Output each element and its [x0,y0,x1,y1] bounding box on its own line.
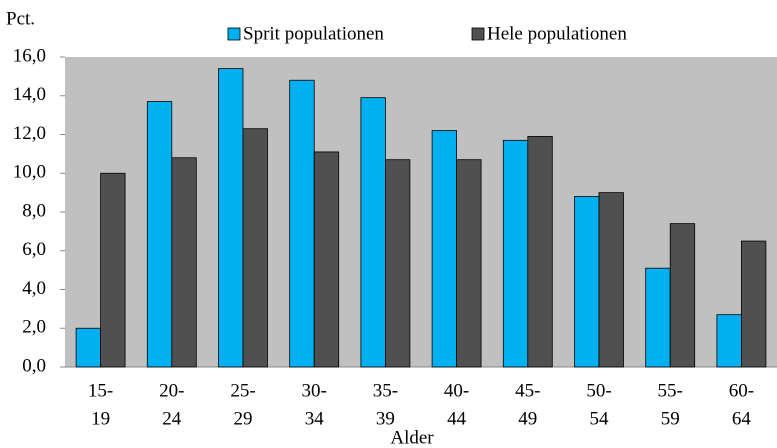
x-tick-label: 64 [732,408,752,429]
bar [527,136,553,368]
x-tick-label: 49 [518,408,537,429]
y-tick-label: 0,0 [22,355,46,376]
bar [384,159,411,368]
legend-swatch [227,27,241,41]
bar [218,68,244,368]
y-tick-label: 4,0 [22,278,46,299]
bar [242,128,268,368]
x-tick-label: 59 [661,408,680,429]
y-tick-label: 2,0 [22,317,46,338]
x-tick-label: 15- [88,380,113,401]
bar [431,130,458,368]
bar [741,240,767,368]
bar [171,157,197,368]
bar [502,139,529,368]
bar [100,172,126,368]
x-tick-label: 19 [91,408,110,429]
y-tick-label: 8,0 [22,200,46,221]
bar [669,223,696,368]
x-tick-label: 54 [590,408,610,429]
x-tick-label: 40- [444,380,469,401]
x-tick-label: 60- [729,380,754,401]
y-tick-label: 16,0 [13,45,46,66]
bar [75,327,101,368]
x-tick-label: 50- [586,380,611,401]
bar [456,159,482,368]
legend-label: Hele populationen [487,23,627,44]
bar [645,267,671,368]
bar [313,151,340,368]
x-axis-label: Alder [390,427,434,448]
x-tick-label: 34 [305,408,325,429]
bar [716,314,742,368]
bar [289,79,315,368]
bar [598,192,624,368]
x-tick-label: 20- [159,380,184,401]
y-tick-label: 14,0 [13,84,46,105]
x-tick-label: 35- [373,380,398,401]
x-tick-label: 24 [162,408,182,429]
legend-label: Sprit populationen [243,23,384,44]
x-tick-label: 30- [302,380,327,401]
y-axis-label: Pct. [6,8,35,29]
x-tick-label: 29 [234,408,253,429]
bar [146,101,173,368]
legend-swatch [471,27,485,41]
bar [574,196,600,368]
y-tick-label: 6,0 [22,239,46,260]
x-tick-label: 39 [376,408,395,429]
x-tick-label: 44 [447,408,467,429]
x-tick-label: 45- [515,380,540,401]
bar [360,97,386,368]
x-tick-label: 55- [658,380,683,401]
y-tick-label: 10,0 [13,162,46,183]
x-tick-label: 25- [230,380,255,401]
y-tick-label: 12,0 [13,123,46,144]
